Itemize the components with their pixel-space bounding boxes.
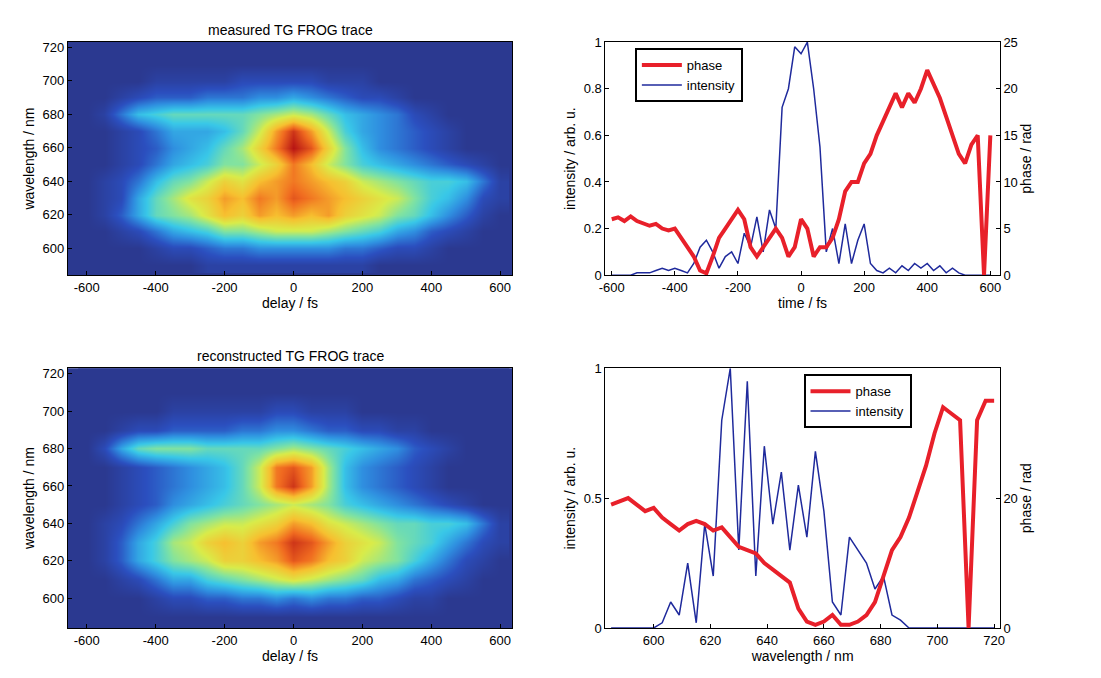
svg-text:0: 0 [1003,621,1010,636]
svg-text:phase: phase [856,384,891,399]
svg-text:0: 0 [595,621,602,636]
svg-text:660: 660 [813,633,835,648]
svg-text:200: 200 [853,280,875,295]
svg-text:600: 600 [643,633,665,648]
svg-text:720: 720 [983,633,1005,648]
svg-text:600: 600 [489,633,511,648]
svg-text:-200: -200 [725,280,751,295]
svg-text:20: 20 [1003,81,1017,96]
svg-text:0.8: 0.8 [584,81,602,96]
svg-text:intensity / arb. u.: intensity / arb. u. [562,107,578,210]
svg-text:600: 600 [979,280,1001,295]
svg-text:600: 600 [43,241,65,256]
svg-text:-200: -200 [212,633,238,648]
svg-text:0.6: 0.6 [584,128,602,143]
svg-text:0.4: 0.4 [584,174,602,189]
svg-text:-600: -600 [599,280,625,295]
svg-text:-600: -600 [74,633,100,648]
svg-text:680: 680 [43,107,65,122]
svg-text:700: 700 [43,73,65,88]
svg-text:0: 0 [290,633,297,648]
svg-text:640: 640 [43,516,65,531]
svg-text:-400: -400 [143,633,169,648]
svg-text:15: 15 [1003,128,1017,143]
svg-text:680: 680 [870,633,892,648]
svg-text:1: 1 [595,35,602,50]
svg-text:600: 600 [489,280,511,295]
svg-text:phase / rad: phase / rad [1018,124,1034,194]
svg-text:600: 600 [43,591,65,606]
svg-text:intensity: intensity [856,404,904,419]
svg-text:0.2: 0.2 [584,221,602,236]
svg-text:wavelength / nm: wavelength / nm [21,447,37,550]
svg-text:640: 640 [43,174,65,189]
svg-text:0: 0 [797,280,804,295]
svg-text:-200: -200 [212,280,238,295]
svg-text:phase / rad: phase / rad [1018,463,1034,533]
svg-text:1: 1 [595,361,602,376]
svg-text:680: 680 [43,441,65,456]
svg-text:0: 0 [290,280,297,295]
svg-text:10: 10 [1003,174,1017,189]
svg-text:620: 620 [43,207,65,222]
svg-text:phase: phase [687,58,722,73]
svg-text:0: 0 [1003,268,1010,283]
svg-text:700: 700 [927,633,949,648]
svg-text:intensity / arb. u.: intensity / arb. u. [562,447,578,550]
svg-text:400: 400 [420,280,442,295]
svg-text:wavelength / nm: wavelength / nm [21,108,37,211]
svg-text:720: 720 [43,40,65,55]
svg-text:-400: -400 [662,280,688,295]
svg-text:0.5: 0.5 [584,491,602,506]
svg-text:measured TG FROG trace: measured TG FROG trace [208,22,373,38]
svg-text:delay / fs: delay / fs [262,295,318,311]
svg-text:20: 20 [1003,491,1017,506]
svg-text:wavelength / nm: wavelength / nm [751,648,854,664]
svg-text:time / fs: time / fs [778,295,827,311]
svg-text:720: 720 [43,366,65,381]
svg-text:660: 660 [43,479,65,494]
svg-text:0: 0 [595,268,602,283]
svg-text:620: 620 [700,633,722,648]
svg-text:400: 400 [420,633,442,648]
svg-text:-400: -400 [143,280,169,295]
svg-text:-600: -600 [74,280,100,295]
svg-text:660: 660 [43,140,65,155]
svg-text:400: 400 [916,280,938,295]
svg-text:640: 640 [756,633,778,648]
svg-text:700: 700 [43,404,65,419]
svg-text:200: 200 [352,280,374,295]
svg-text:200: 200 [352,633,374,648]
svg-text:620: 620 [43,553,65,568]
svg-text:25: 25 [1003,35,1017,50]
svg-text:reconstructed TG FROG trace: reconstructed TG FROG trace [197,348,384,364]
svg-text:delay / fs: delay / fs [262,648,318,664]
svg-text:5: 5 [1003,221,1010,236]
svg-text:intensity: intensity [687,78,735,93]
